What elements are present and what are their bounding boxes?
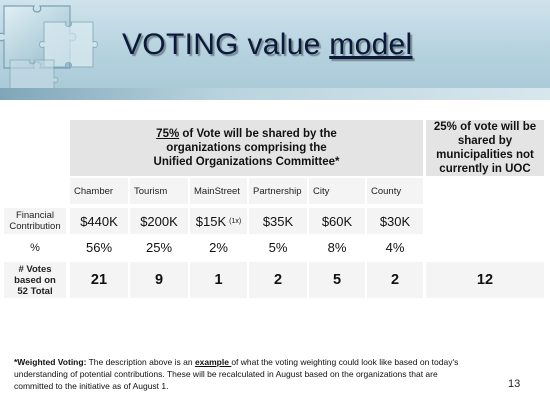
weighted-voting-footnote: *Weighted Voting: The description above … [14, 357, 459, 391]
row-label-votes: # Votes based on 52 Total [4, 262, 66, 298]
page-number: 13 [508, 378, 521, 390]
org-header-city: City [309, 178, 365, 204]
puzzle-pieces-icon [0, 5, 98, 99]
slide-body: 75% of Vote will be shared by the organi… [0, 100, 550, 410]
header-divider-band [0, 88, 550, 100]
financial-mainstreet: $15K (1x) [190, 208, 247, 234]
slide-title: VOTING value model [122, 28, 413, 61]
row-label-percent: % [30, 241, 40, 254]
financial-tourism: $200K [130, 208, 188, 234]
votes-city: 5 [309, 262, 365, 298]
org-header-partnership: Partnership [249, 178, 307, 204]
uoc-share-header: 75% of Vote will be shared by the organi… [70, 120, 423, 176]
votes-municipalities: 12 [426, 262, 544, 298]
votes-tourism: 9 [130, 262, 188, 298]
percent-partnership: 5% [268, 239, 288, 255]
org-header-county: County [367, 178, 423, 204]
financial-county: $30K [367, 208, 423, 234]
percent-tourism: 25% [145, 239, 173, 255]
percent-city: 8% [327, 239, 347, 255]
percent-chamber: 56% [85, 239, 113, 255]
financial-partnership: $35K [249, 208, 307, 234]
percent-mainstreet: 2% [209, 239, 228, 255]
org-header-chamber: Chamber [70, 178, 128, 204]
financial-city: $60K [309, 208, 365, 234]
votes-partnership: 2 [249, 262, 307, 298]
votes-chamber: 21 [70, 262, 128, 298]
percent-county: 4% [385, 239, 405, 255]
slide-header: VOTING value model [0, 0, 550, 100]
org-header-tourism: Tourism [130, 178, 188, 204]
votes-mainstreet: 1 [190, 262, 247, 298]
municipalities-share-header: 25% of vote will be shared by municipali… [426, 120, 544, 176]
row-label-financial: Financial Contribution [4, 208, 66, 234]
financial-chamber: $440K [70, 208, 128, 234]
votes-county: 2 [367, 262, 423, 298]
org-header-mainstreet: MainStreet [190, 178, 247, 204]
